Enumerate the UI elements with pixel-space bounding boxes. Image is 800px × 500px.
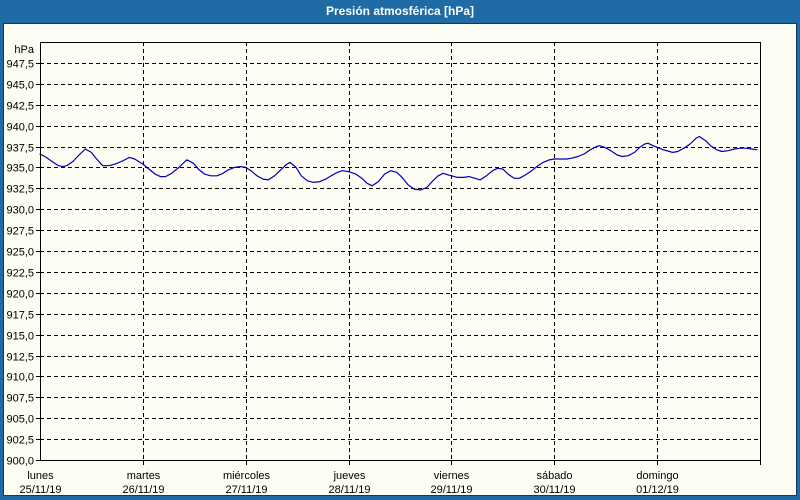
x-tick-date: 28/11/19 xyxy=(328,484,370,496)
y-tick-label: 920,0 xyxy=(6,289,34,301)
gridlines xyxy=(40,42,760,460)
y-tick-label: 905,0 xyxy=(6,414,34,426)
x-tick-day: lunes xyxy=(27,470,54,482)
y-tick-label: 900,0 xyxy=(6,456,34,468)
y-tick-label: 942,5 xyxy=(6,101,34,113)
y-tick-label: 907,5 xyxy=(6,393,34,405)
chart-panel xyxy=(3,23,797,496)
chart-title: Presión atmosférica [hPa] xyxy=(325,4,475,18)
title-bar: Presión atmosférica [hPa] xyxy=(0,0,800,23)
x-tick-date: 29/11/19 xyxy=(430,484,472,496)
y-tick-label: 927,5 xyxy=(6,226,34,238)
y-tick-label: 940,0 xyxy=(6,122,34,134)
y-axis-unit: hPa xyxy=(14,44,34,56)
x-tick-date: 26/11/19 xyxy=(122,484,164,496)
x-tick-day: sábado xyxy=(536,470,572,482)
y-tick-label: 922,5 xyxy=(6,268,34,280)
y-tick-label: 945,0 xyxy=(6,80,34,92)
y-tick-label: 932,5 xyxy=(6,184,34,196)
x-tick-day: domingo xyxy=(636,470,678,482)
x-tick-day: viernes xyxy=(434,470,470,482)
x-tick-date: 01/12/19 xyxy=(636,484,679,496)
y-tick-label: 937,5 xyxy=(6,143,34,155)
x-tick-day: miércoles xyxy=(223,470,271,482)
y-tick-label: 930,0 xyxy=(6,205,34,217)
y-tick-label: 925,0 xyxy=(6,247,34,259)
y-tick-label: 947,5 xyxy=(6,59,34,71)
y-tick-label: 912,5 xyxy=(6,352,34,364)
axis-ticks xyxy=(36,63,761,465)
x-tick-day: jueves xyxy=(333,470,366,482)
y-tick-label: 902,5 xyxy=(6,435,34,447)
x-tick-day: martes xyxy=(127,470,161,482)
pressure-line xyxy=(39,135,758,191)
y-tick-label: 935,0 xyxy=(6,163,34,175)
y-tick-label: 910,0 xyxy=(6,372,34,384)
y-tick-label: 917,5 xyxy=(6,310,34,322)
plot-border xyxy=(40,42,761,461)
x-tick-date: 30/11/19 xyxy=(533,484,575,496)
data-series xyxy=(39,135,758,191)
axis-labels: 947,5 945,0 942,5 940,0 937,5 935,0 932,5 930,0… xyxy=(6,44,678,496)
y-tick-label: 915,0 xyxy=(6,331,34,343)
x-tick-date: 27/11/19 xyxy=(225,484,267,496)
x-tick-date: 25/11/19 xyxy=(19,484,61,496)
